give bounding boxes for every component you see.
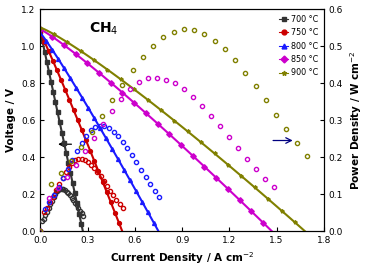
X-axis label: Current Density / A cm$^{-2}$: Current Density / A cm$^{-2}$ [110, 251, 254, 267]
Text: CH$_4$: CH$_4$ [88, 20, 118, 36]
Y-axis label: Voltage / V: Voltage / V [6, 88, 16, 152]
Legend: 700 °C, 750 °C, 800 °C, 850 °C, 900 °C: 700 °C, 750 °C, 800 °C, 850 °C, 900 °C [277, 13, 320, 79]
Y-axis label: Power Density / W cm$^{-2}$: Power Density / W cm$^{-2}$ [349, 50, 364, 190]
